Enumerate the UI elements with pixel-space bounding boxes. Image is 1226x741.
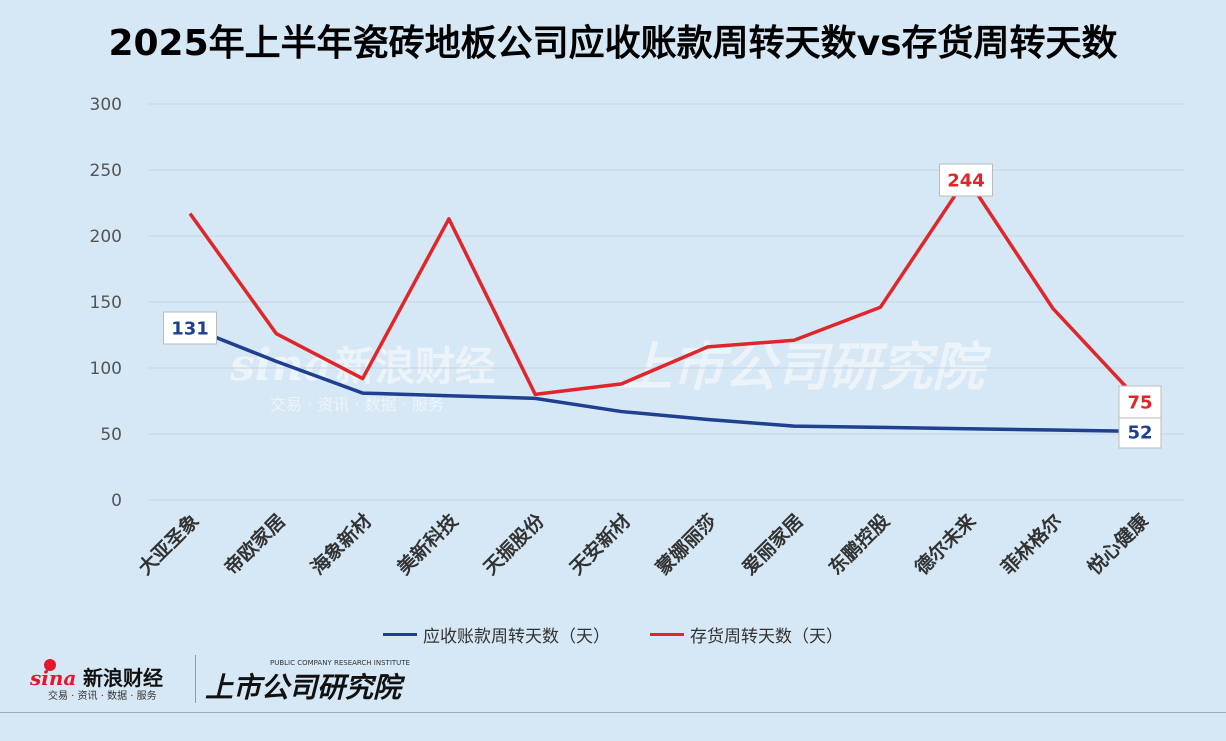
legend-item-receivable: 应收账款周转天数（天）	[383, 622, 610, 647]
x-tick-label: 菲林格尔	[997, 509, 1067, 579]
legend: 应收账款周转天数（天） 存货周转天数（天）	[0, 622, 1226, 647]
y-tick-label: 50	[100, 425, 122, 445]
data-label-box	[163, 311, 217, 345]
series-line-receivable	[189, 325, 1140, 434]
x-tick-label: 悦心健康	[1083, 509, 1154, 580]
legend-label-inventory: 存货周转天数（天）	[690, 627, 843, 647]
axis-layer: 0 50 100 150 200 250 300 大亚圣象 帝欧家居 海象新材 美新科技 天振股份 天安…	[90, 95, 1154, 579]
x-tick-label: 天振股份	[479, 509, 550, 580]
label-layer: 131 52 244 75	[163, 163, 1162, 449]
legend-item-inventory: 存货周转天数（天）	[650, 622, 843, 647]
series-line-inventory	[188, 176, 1141, 403]
x-tick-label: 爱丽家居	[738, 509, 808, 579]
x-tick-label: 德尔未来	[910, 509, 980, 579]
y-tick-label: 300	[90, 95, 122, 115]
data-label-box	[939, 163, 993, 197]
sina-logo-word: sina	[29, 666, 76, 690]
data-label-box	[1118, 385, 1162, 419]
y-tick-label: 200	[90, 227, 122, 247]
data-label-box	[1118, 415, 1162, 449]
series-layer	[188, 176, 1141, 434]
grid-layer	[148, 103, 1184, 501]
x-tick-label: 海象新材	[306, 509, 376, 579]
x-tick-label: 美新科技	[392, 509, 463, 580]
x-tick-label: 蒙娜丽莎	[651, 509, 721, 579]
x-tick-label: 东鹏控股	[824, 509, 894, 579]
legend-line-inventory	[650, 633, 684, 636]
sina-eye-icon	[44, 659, 56, 671]
x-tick-label: 天安新材	[565, 509, 635, 579]
data-label: 75	[1127, 393, 1152, 414]
x-tick-label: 帝欧家居	[220, 509, 290, 579]
x-tick-label: 大亚圣象	[134, 509, 204, 579]
watermark-sina-cn: 新浪财经	[335, 344, 495, 390]
y-tick-label: 100	[90, 359, 122, 379]
watermark-sub: 交易 · 资讯 · 数据 · 服务	[270, 395, 444, 414]
data-label: 131	[171, 319, 209, 340]
footer-divider	[0, 712, 1226, 713]
research-logo-cn: 上市公司研究院	[205, 671, 406, 703]
sina-finance-logo: sina 新浪财经 交易 · 资讯 · 数据 · 服务	[29, 659, 163, 702]
chart-title: 2025年上半年瓷砖地板公司应收账款周转天数vs存货周转天数	[108, 23, 1118, 64]
data-label: 244	[947, 171, 985, 192]
sina-logo-sub: 交易 · 资讯 · 数据 · 服务	[48, 689, 157, 702]
legend-line-receivable	[383, 633, 417, 636]
research-logo-en: PUBLIC COMPANY RESEARCH INSTITUTE	[270, 659, 410, 667]
research-institute-logo: PUBLIC COMPANY RESEARCH INSTITUTE 上市公司研究…	[205, 659, 410, 703]
legend-label-receivable: 应收账款周转天数（天）	[423, 627, 610, 647]
sina-logo-cn: 新浪财经	[83, 666, 163, 690]
y-tick-label: 150	[90, 293, 122, 313]
y-tick-label: 0	[111, 491, 122, 511]
logo-divider	[195, 655, 196, 703]
y-tick-label: 250	[90, 161, 122, 181]
data-label: 52	[1127, 423, 1152, 444]
